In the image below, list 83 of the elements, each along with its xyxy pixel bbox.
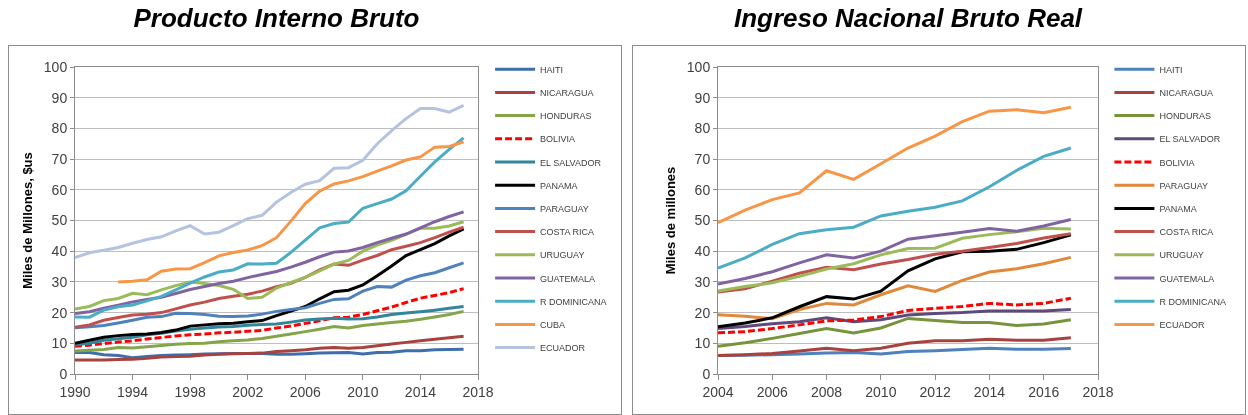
legend-label: COSTA RICA — [1159, 227, 1214, 238]
legend-label: CUBA — [540, 319, 566, 330]
x-tick-label: 2014 — [973, 383, 1006, 400]
legend-label: R DOMINICANA — [540, 296, 607, 307]
line-series — [718, 218, 1073, 286]
chart-title: Producto Interno Bruto — [133, 2, 420, 33]
legend-label: HAITI — [1159, 64, 1183, 75]
x-tick-label: 1990 — [59, 383, 91, 400]
y-tick-label: 60 — [51, 181, 68, 198]
line-series — [75, 103, 466, 260]
line-series — [718, 336, 1073, 358]
line-series — [116, 140, 466, 284]
y-tick-label: 20 — [694, 304, 711, 321]
y-tick-label: 70 — [51, 151, 68, 167]
y-tick-label: 50 — [51, 212, 68, 229]
x-tick-label: 2018 — [1082, 383, 1114, 400]
x-tick-label: 2018 — [462, 383, 494, 400]
y-tick-label: 90 — [694, 89, 711, 106]
line-series — [75, 261, 466, 330]
y-tick-label: 30 — [51, 273, 68, 290]
legend-label: EL SALVADOR — [540, 157, 602, 168]
line-series — [718, 105, 1073, 225]
legend-label: BOLIVIA — [1159, 157, 1195, 168]
y-tick-label: 60 — [694, 181, 711, 198]
legend-label: NICARAGUA — [540, 87, 594, 98]
y-tick-label: 80 — [694, 120, 711, 137]
legend-label: PARAGUAY — [540, 203, 589, 214]
x-tick-label: 2006 — [756, 383, 789, 400]
y-tick-label: 0 — [59, 365, 68, 382]
y-tick-label: 0 — [702, 365, 711, 382]
line-series — [75, 334, 466, 362]
y-tick-label: 10 — [51, 335, 68, 352]
legend-label: R DOMINICANA — [1159, 296, 1226, 307]
line-series — [718, 233, 1073, 329]
legend-label: URUGUAY — [540, 250, 585, 261]
x-tick-label: 2010 — [347, 383, 379, 400]
x-tick-label: 2010 — [865, 383, 897, 400]
legend-label: HAITI — [540, 64, 564, 75]
legend-label: HONDURAS — [540, 111, 592, 122]
x-tick-label: 2008 — [810, 383, 843, 400]
x-tick-label: 1998 — [174, 383, 206, 400]
y-tick-label: 70 — [694, 151, 711, 167]
line-series — [718, 296, 1073, 335]
x-tick-label: 2006 — [289, 383, 322, 400]
y-tick-label: 100 — [686, 58, 711, 75]
x-tick-label: 2014 — [404, 383, 437, 400]
line-series — [718, 146, 1073, 270]
y-tick-label: 90 — [51, 89, 68, 106]
legend-label: GUATEMALA — [540, 273, 595, 284]
line-series — [718, 255, 1073, 321]
legend-label: EL SALVADOR — [1159, 134, 1221, 145]
y-tick-label: 50 — [694, 212, 711, 229]
line-series — [75, 136, 466, 319]
x-tick-label: 2004 — [702, 383, 734, 400]
legend-label: PARAGUAY — [1159, 180, 1209, 191]
y-tick-label: 40 — [51, 243, 68, 260]
y-tick-label: 100 — [43, 58, 68, 75]
line-series — [718, 308, 1073, 331]
line-series — [75, 309, 466, 353]
legend-label: PANAMA — [540, 180, 578, 191]
y-axis-title: Miles de millones — [662, 166, 678, 275]
legend-label: COSTA RICA — [540, 227, 594, 238]
legend-label: ECUADOR — [1159, 319, 1205, 330]
legend-label: GUATEMALA — [1159, 273, 1215, 284]
y-tick-label: 40 — [694, 243, 711, 260]
x-tick-label: 2016 — [1028, 383, 1060, 400]
x-tick-label: 2002 — [232, 383, 264, 400]
y-tick-label: 80 — [51, 120, 68, 137]
legend-label: ECUADOR — [540, 343, 586, 354]
y-axis-title: Miles de Millones, $us — [19, 152, 35, 289]
legend-label: BOLIVIA — [540, 134, 576, 145]
legend-label: URUGUAY — [1159, 250, 1204, 261]
x-tick-label: 2012 — [919, 383, 951, 400]
x-tick-label: 1994 — [116, 383, 149, 400]
legend-label: NICARAGUA — [1159, 87, 1213, 98]
legend-label: HONDURAS — [1159, 111, 1211, 122]
chart-title: Ingreso Nacional Bruto Real — [733, 2, 1083, 33]
line-series — [75, 287, 466, 348]
legend-label: PANAMA — [1159, 203, 1197, 214]
y-tick-label: 30 — [694, 273, 711, 290]
y-tick-label: 10 — [694, 335, 711, 352]
y-tick-label: 20 — [51, 304, 68, 321]
line-series — [718, 316, 1073, 348]
